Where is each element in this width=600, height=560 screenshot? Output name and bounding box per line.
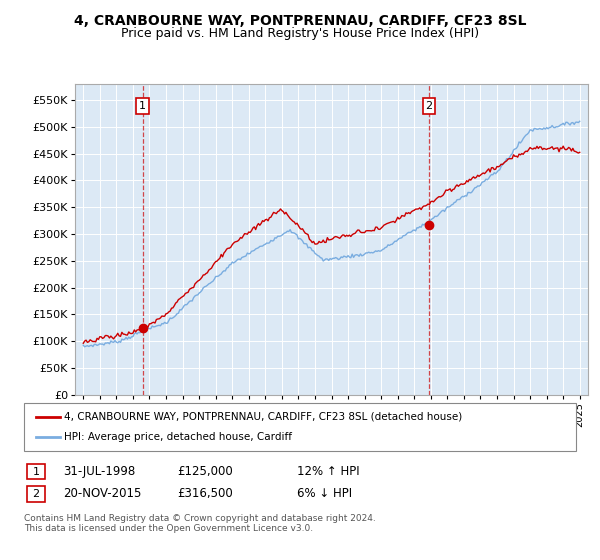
Text: 2: 2 [425,101,433,111]
Text: 31-JUL-1998: 31-JUL-1998 [63,465,135,478]
Text: £125,000: £125,000 [177,465,233,478]
Text: Price paid vs. HM Land Registry's House Price Index (HPI): Price paid vs. HM Land Registry's House … [121,27,479,40]
Text: HPI: Average price, detached house, Cardiff: HPI: Average price, detached house, Card… [64,432,292,442]
Text: 6% ↓ HPI: 6% ↓ HPI [297,487,352,501]
Text: 2: 2 [32,489,40,499]
Text: 1: 1 [139,101,146,111]
Text: £316,500: £316,500 [177,487,233,501]
Text: 1: 1 [32,466,40,477]
Text: Contains HM Land Registry data © Crown copyright and database right 2024.
This d: Contains HM Land Registry data © Crown c… [24,514,376,534]
Text: 12% ↑ HPI: 12% ↑ HPI [297,465,359,478]
Text: 20-NOV-2015: 20-NOV-2015 [63,487,142,501]
Text: 4, CRANBOURNE WAY, PONTPRENNAU, CARDIFF, CF23 8SL (detached house): 4, CRANBOURNE WAY, PONTPRENNAU, CARDIFF,… [64,412,463,422]
Text: 4, CRANBOURNE WAY, PONTPRENNAU, CARDIFF, CF23 8SL: 4, CRANBOURNE WAY, PONTPRENNAU, CARDIFF,… [74,14,526,28]
